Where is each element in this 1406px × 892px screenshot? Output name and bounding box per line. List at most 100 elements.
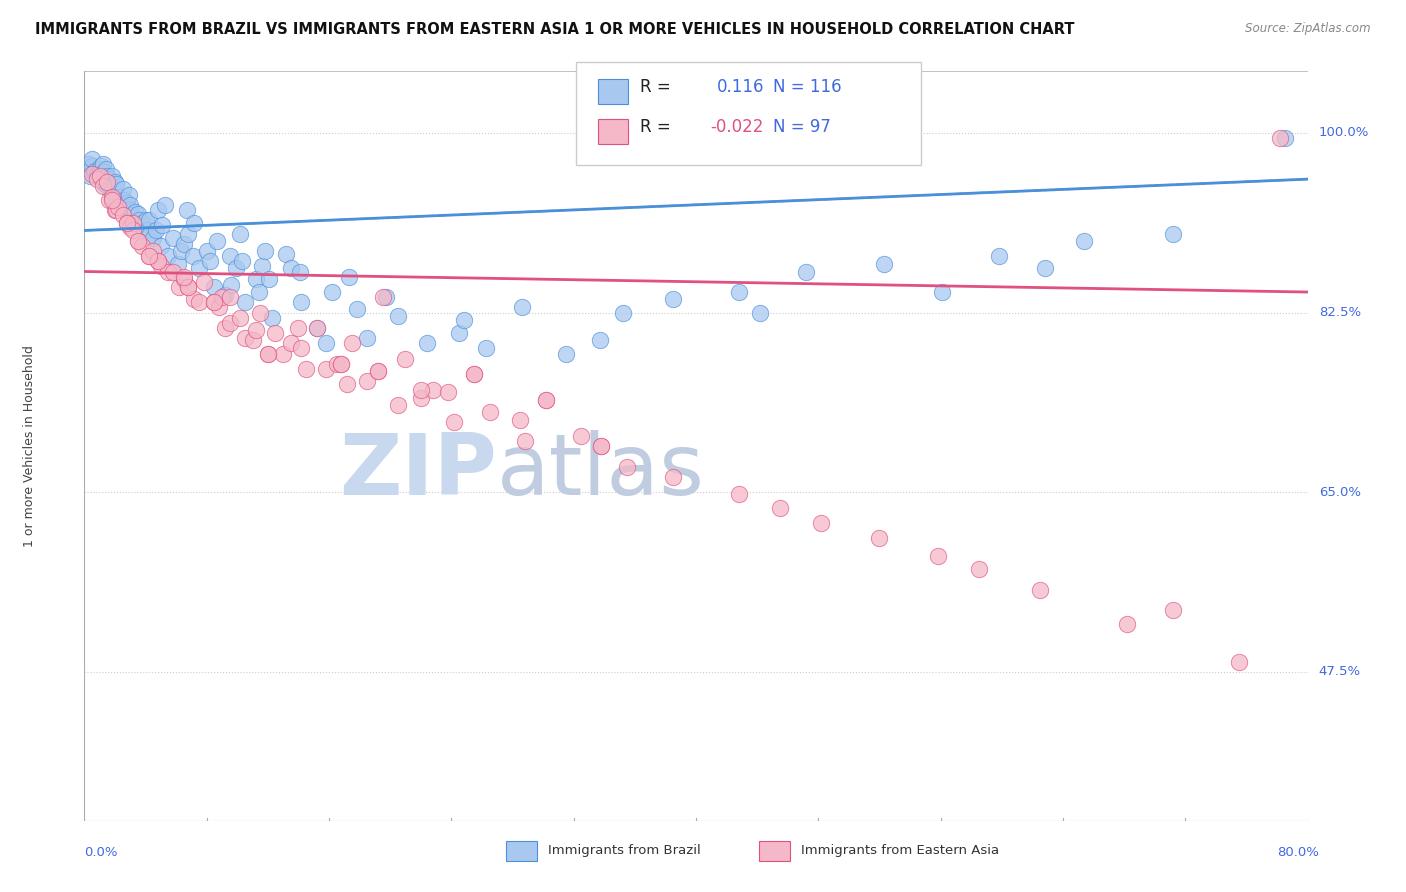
Point bbox=[271, 346, 294, 360]
Point bbox=[115, 216, 138, 230]
Point bbox=[259, 271, 281, 285]
Point bbox=[173, 271, 195, 285]
Text: 1 or more Vehicles in Household: 1 or more Vehicles in Household bbox=[22, 345, 35, 547]
Point bbox=[127, 234, 149, 248]
Point bbox=[1227, 655, 1250, 669]
Point bbox=[218, 316, 240, 330]
Point bbox=[177, 227, 200, 241]
Point bbox=[1274, 131, 1296, 145]
Point bbox=[90, 172, 112, 186]
Point bbox=[145, 223, 167, 237]
Point bbox=[367, 364, 389, 378]
Point bbox=[170, 244, 193, 258]
Point bbox=[616, 459, 638, 474]
Text: 65.0%: 65.0% bbox=[1319, 485, 1361, 499]
Point bbox=[97, 172, 120, 186]
Point bbox=[394, 351, 416, 366]
Point bbox=[83, 165, 105, 179]
Point bbox=[588, 333, 610, 347]
Point bbox=[931, 285, 953, 299]
Point bbox=[86, 166, 108, 180]
Point bbox=[167, 280, 190, 294]
Point bbox=[96, 179, 118, 194]
Point bbox=[104, 202, 127, 217]
Point bbox=[794, 264, 817, 278]
Point bbox=[330, 357, 353, 371]
Text: N = 97: N = 97 bbox=[773, 118, 831, 136]
Point bbox=[138, 249, 160, 263]
Point bbox=[247, 285, 270, 299]
Point bbox=[233, 295, 256, 310]
Point bbox=[534, 392, 557, 407]
Point bbox=[202, 280, 225, 294]
Point bbox=[94, 161, 117, 176]
Point bbox=[1161, 603, 1184, 617]
Point bbox=[242, 333, 264, 347]
Point bbox=[987, 249, 1010, 263]
Point bbox=[80, 167, 103, 181]
Point bbox=[231, 254, 253, 268]
Point bbox=[162, 264, 184, 278]
Point bbox=[124, 205, 146, 219]
Point bbox=[214, 288, 236, 302]
Point bbox=[207, 234, 229, 248]
Point bbox=[157, 249, 180, 263]
Point bbox=[290, 342, 312, 356]
Point bbox=[142, 230, 165, 244]
Point bbox=[315, 336, 337, 351]
Point bbox=[77, 157, 100, 171]
Point bbox=[150, 219, 173, 233]
Point bbox=[509, 413, 531, 427]
Point bbox=[149, 260, 172, 274]
Point bbox=[371, 290, 394, 304]
Point bbox=[105, 178, 128, 192]
Point bbox=[91, 175, 114, 189]
Point bbox=[290, 295, 312, 310]
Point bbox=[225, 261, 247, 276]
Point bbox=[80, 159, 103, 173]
Text: 0.116: 0.116 bbox=[717, 78, 765, 96]
Point bbox=[1073, 234, 1095, 248]
Text: R =: R = bbox=[640, 118, 671, 136]
Point bbox=[93, 176, 115, 190]
Point bbox=[257, 346, 280, 360]
Point bbox=[89, 161, 111, 176]
Point bbox=[111, 208, 134, 222]
Point bbox=[98, 182, 121, 196]
Point bbox=[367, 364, 389, 378]
Point bbox=[510, 301, 533, 315]
Point bbox=[104, 175, 127, 189]
Point bbox=[305, 321, 328, 335]
Point bbox=[80, 152, 103, 166]
Point bbox=[305, 321, 328, 335]
Point bbox=[437, 384, 460, 399]
Text: 82.5%: 82.5% bbox=[1319, 306, 1361, 319]
Point bbox=[769, 500, 792, 515]
Text: 47.5%: 47.5% bbox=[1319, 665, 1361, 678]
Text: ZIP: ZIP bbox=[339, 430, 498, 513]
Point bbox=[198, 254, 221, 268]
Text: N = 116: N = 116 bbox=[773, 78, 842, 96]
Point bbox=[108, 198, 131, 212]
Point bbox=[869, 532, 891, 546]
Point bbox=[176, 202, 198, 217]
Point bbox=[142, 244, 165, 258]
Point bbox=[245, 323, 267, 337]
Point bbox=[229, 310, 252, 325]
Point bbox=[387, 309, 409, 323]
Point bbox=[101, 189, 124, 203]
Point bbox=[662, 470, 685, 484]
Point bbox=[112, 193, 135, 207]
Point bbox=[121, 208, 143, 222]
Point bbox=[157, 264, 180, 278]
Text: atlas: atlas bbox=[498, 430, 706, 513]
Point bbox=[250, 260, 273, 274]
Point bbox=[295, 362, 318, 376]
Point bbox=[422, 383, 444, 397]
Point bbox=[749, 305, 772, 319]
Point bbox=[111, 182, 134, 196]
Point bbox=[463, 367, 485, 381]
Point bbox=[94, 178, 117, 192]
Point bbox=[183, 216, 205, 230]
Point bbox=[233, 331, 256, 345]
